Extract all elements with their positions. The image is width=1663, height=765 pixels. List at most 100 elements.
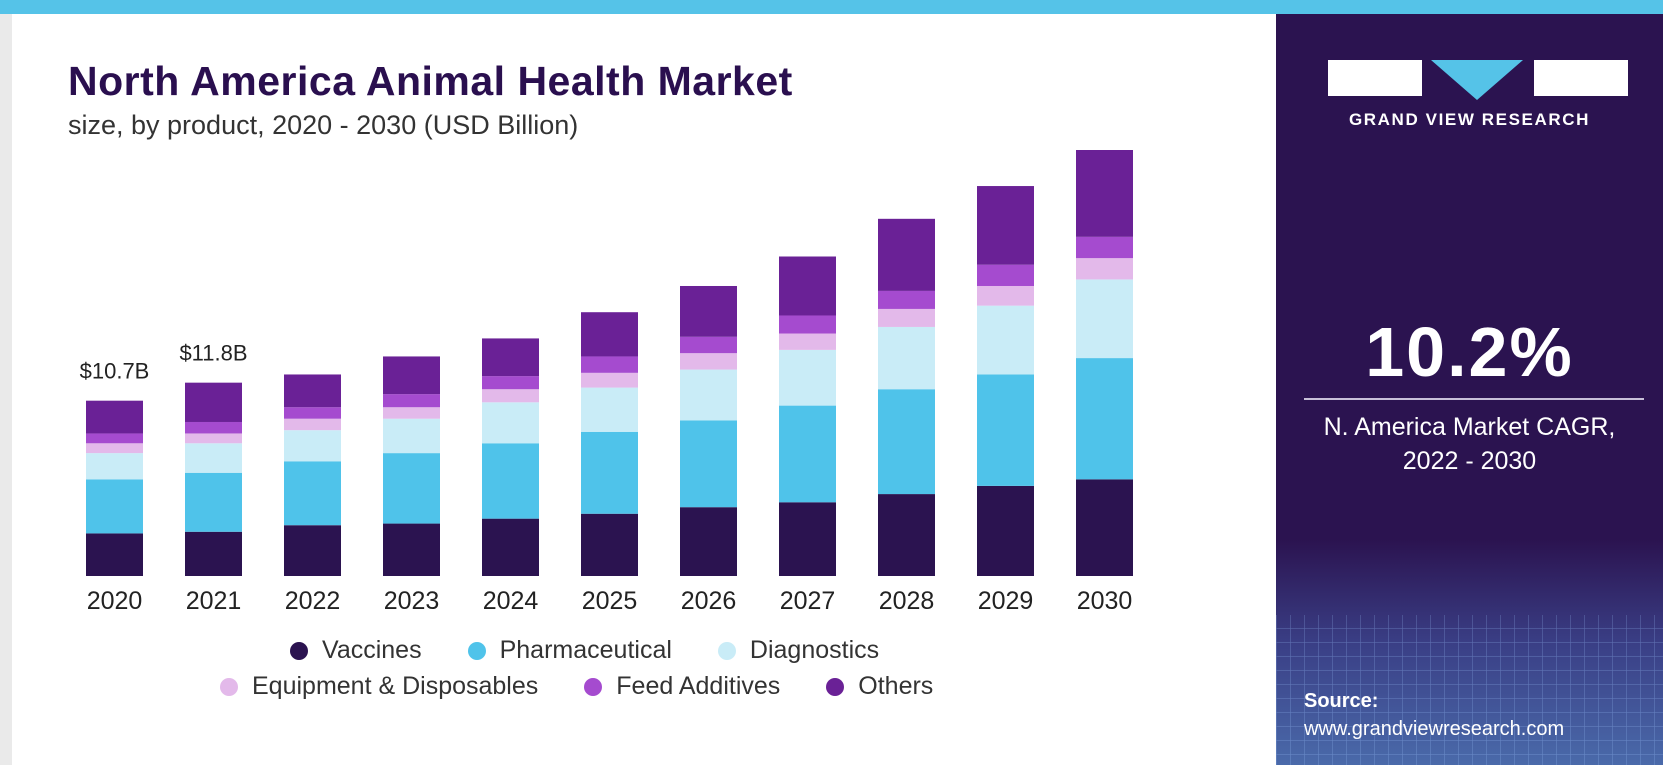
bar-segment-feed-additives-2021 [185, 421, 242, 434]
x-tick-label-2022: 2022 [285, 587, 341, 615]
bar-segment-equipment-disposables-2028 [878, 308, 935, 327]
legend-item-vaccines: Vaccines [290, 636, 422, 665]
legend-row-2: Equipment & Disposables Feed Additives O… [220, 672, 979, 701]
bar-segment-others-2026 [680, 285, 737, 337]
cagr-label: N. America Market CAGR, 2022 - 2030 [1276, 410, 1663, 478]
stacked-bar-chart: 2020 2021 2022 2023 2024 2025 2026 2027 2028 2029… [80, 150, 1133, 615]
bar-segment-diagnostics-2021 [185, 443, 242, 473]
x-tick-label-2028: 2028 [879, 587, 935, 615]
bar-segment-feed-additives-2023 [383, 394, 440, 408]
bar-segment-vaccines-2020 [86, 533, 143, 576]
bar-segment-equipment-disposables-2020 [86, 443, 143, 454]
bar-segment-feed-additives-2020 [86, 433, 143, 444]
legend-label: Feed Additives [616, 672, 781, 700]
x-tick-label-2024: 2024 [483, 587, 539, 615]
bar-segment-diagnostics-2028 [878, 326, 935, 390]
source-label: Source: [1304, 690, 1379, 712]
bar-segment-pharmaceutical-2028 [878, 389, 935, 495]
legend-label: Pharmaceutical [499, 636, 672, 664]
bar-segment-equipment-disposables-2021 [185, 433, 242, 444]
bar-segment-feed-additives-2028 [878, 290, 935, 309]
bar-segment-diagnostics-2029 [977, 305, 1034, 375]
legend-label: Others [858, 672, 934, 700]
logo-triangle [1431, 60, 1523, 100]
legend-item-others: Others [826, 672, 933, 701]
bar-segment-vaccines-2024 [482, 518, 539, 576]
legend-item-equipment-disposables: Equipment & Disposables [220, 672, 538, 701]
bar-segment-diagnostics-2023 [383, 418, 440, 454]
legend-swatch [717, 641, 736, 660]
legend-label: Vaccines [322, 636, 422, 664]
bar-segment-pharmaceutical-2025 [581, 431, 638, 514]
bar-segment-vaccines-2028 [878, 494, 935, 576]
bar-segment-equipment-disposables-2029 [977, 285, 1034, 306]
cagr-label-line1: N. America Market CAGR, [1323, 413, 1616, 441]
bar-segment-feed-additives-2024 [482, 376, 539, 390]
bar-segment-others-2029 [977, 186, 1034, 265]
bar-segment-others-2020 [86, 400, 143, 434]
bar-segment-vaccines-2023 [383, 523, 440, 576]
bar-segment-others-2028 [878, 218, 935, 291]
bar-segment-others-2025 [581, 312, 638, 357]
bar-segment-others-2021 [185, 382, 242, 422]
bar-segment-others-2024 [482, 338, 539, 377]
chart-title: North America Animal Health Market [68, 58, 793, 104]
bar-segment-equipment-disposables-2024 [482, 389, 539, 403]
x-tick-label-2027: 2027 [780, 587, 836, 615]
legend-swatch [826, 677, 845, 696]
bar-segment-vaccines-2022 [284, 525, 341, 576]
left-frame [0, 14, 12, 765]
legend-item-feed-additives: Feed Additives [584, 672, 780, 701]
data-label-2020: $10.7B [80, 359, 150, 384]
bar-segment-pharmaceutical-2029 [977, 374, 1034, 486]
bar-segment-feed-additives-2025 [581, 356, 638, 373]
bar-segment-others-2022 [284, 374, 341, 408]
bar-segment-vaccines-2025 [581, 513, 638, 576]
data-label-2021: $11.8B [179, 341, 247, 366]
bar-segment-equipment-disposables-2027 [779, 333, 836, 350]
cagr-value: 10.2% [1365, 313, 1574, 391]
legend-swatch [290, 641, 308, 660]
bar-segment-equipment-disposables-2022 [284, 418, 341, 431]
legend-swatch [584, 677, 603, 696]
brand-logo [1328, 48, 1628, 108]
bar-segment-diagnostics-2020 [86, 453, 143, 480]
bar-segment-feed-additives-2026 [680, 336, 737, 354]
bar-segment-equipment-disposables-2023 [383, 407, 440, 419]
bar-segment-diagnostics-2025 [581, 387, 638, 432]
bar-segment-pharmaceutical-2022 [284, 461, 341, 526]
x-tick-label-2021: 2021 [186, 587, 242, 615]
side-panel: GRAND VIEW RESEARCH 10.2% N. America Mar… [1276, 14, 1663, 765]
bar-segment-diagnostics-2024 [482, 402, 539, 444]
x-tick-label-2020: 2020 [87, 587, 143, 615]
bar-segment-others-2027 [779, 256, 836, 316]
bar-segment-equipment-disposables-2025 [581, 372, 638, 388]
bar-segment-equipment-disposables-2030 [1076, 258, 1133, 280]
bar-segment-feed-additives-2022 [284, 407, 341, 419]
grid-decoration [1276, 615, 1663, 765]
x-tick-label-2026: 2026 [681, 587, 737, 615]
bar-segment-pharmaceutical-2026 [680, 420, 737, 508]
bar-segment-feed-additives-2030 [1076, 236, 1133, 259]
bar-segment-equipment-disposables-2026 [680, 353, 737, 370]
x-tick-label-2023: 2023 [384, 587, 440, 615]
source-link[interactable]: www.grandviewresearch.com [1304, 718, 1565, 740]
bar-segment-diagnostics-2030 [1076, 279, 1133, 359]
legend-row-1: Vaccines Pharmaceutical Diagnostics [290, 636, 925, 665]
bar-segment-pharmaceutical-2030 [1076, 358, 1133, 480]
legend-label: Diagnostics [749, 636, 880, 664]
brand-name: GRAND VIEW RESEARCH [1348, 110, 1591, 129]
cagr-divider [1304, 398, 1644, 400]
bar-segment-pharmaceutical-2027 [779, 405, 836, 503]
bar-segment-vaccines-2027 [779, 502, 836, 576]
bar-segment-vaccines-2026 [680, 507, 737, 576]
bar-segment-pharmaceutical-2024 [482, 443, 539, 519]
legend-swatch [467, 641, 486, 660]
bar-segment-vaccines-2030 [1076, 479, 1133, 576]
legend-swatch [220, 677, 238, 696]
bar-segment-pharmaceutical-2023 [383, 453, 440, 524]
x-tick-label-2029: 2029 [978, 587, 1034, 615]
top-accent-bar [0, 0, 1663, 14]
legend-item-pharmaceutical: Pharmaceutical [467, 636, 672, 665]
legend-item-diagnostics: Diagnostics [717, 636, 880, 665]
